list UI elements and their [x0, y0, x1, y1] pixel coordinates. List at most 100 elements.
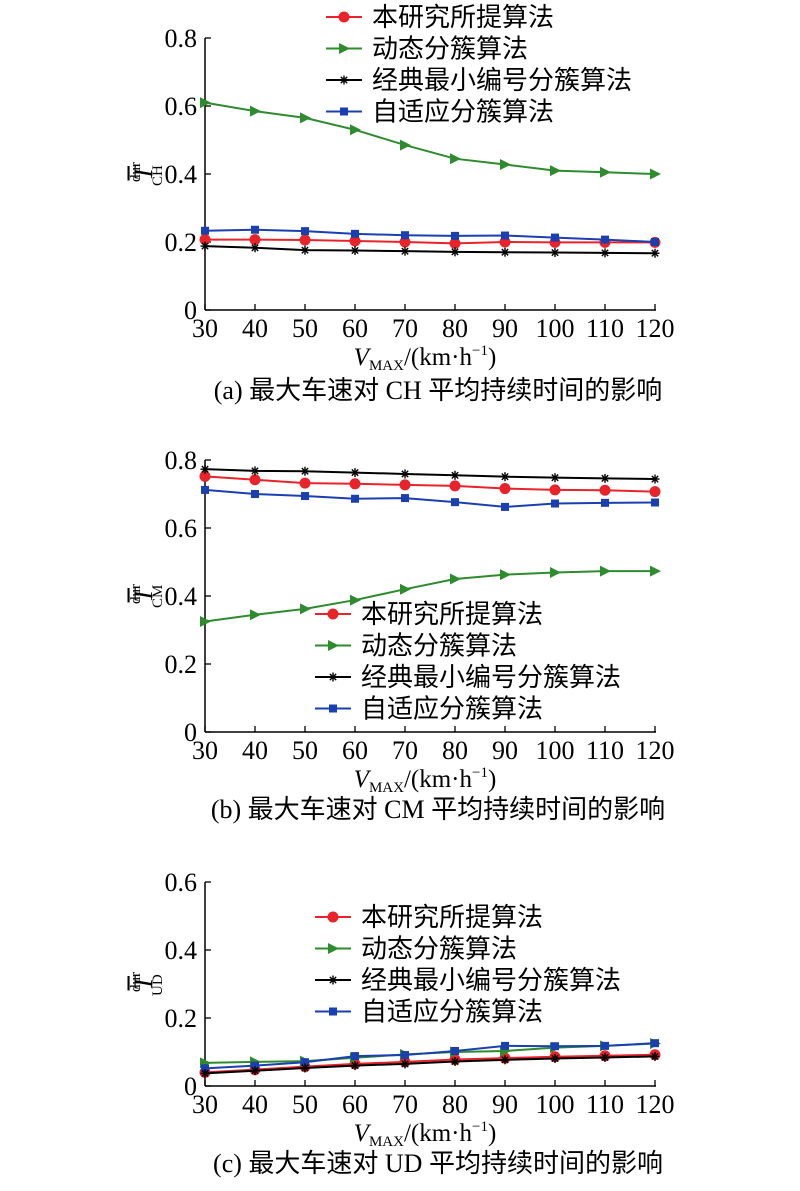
legend-marker: [329, 704, 337, 713]
legend-item: 本研究所提算法: [326, 3, 554, 32]
chart-panel-1: 0 0.2 0.4 0.6 0.8 30 40 50 60 70 80 90 100 110 120 VMAX…: [128, 446, 675, 824]
legend-label: 本研究所提算法: [372, 3, 554, 32]
y-tick-label: 0.4: [165, 936, 198, 965]
series-line: [204, 101, 656, 175]
data-point: [651, 238, 659, 246]
data-point: [201, 1064, 209, 1073]
data-point: [550, 567, 561, 579]
data-point: [300, 112, 311, 124]
series-line: [204, 228, 656, 243]
x-tick-label: 100: [536, 314, 575, 343]
legend-marker: [328, 640, 339, 651]
data-point: [551, 233, 559, 242]
figure-caption: (b) 最大车速对 CM 平均持续时间的影响: [211, 795, 665, 824]
series-3: [201, 1039, 659, 1073]
data-point: [550, 165, 561, 177]
data-point: [601, 498, 609, 507]
data-point: [200, 241, 210, 251]
data-point: [500, 472, 510, 482]
x-tick-label: 30: [192, 1090, 218, 1119]
series-line: [204, 488, 656, 508]
legend-item: 自适应分簇算法: [326, 98, 554, 127]
data-point: [301, 492, 309, 501]
series-2: [200, 241, 660, 258]
data-point: [450, 1057, 460, 1067]
legend-item: 自适应分簇算法: [315, 695, 543, 724]
legend-label: 动态分簇算法: [361, 632, 517, 661]
data-point: [400, 1059, 410, 1069]
data-point: [600, 1052, 610, 1062]
data-point: [351, 1052, 359, 1061]
legend-label: 经典最小编号分簇算法: [361, 663, 621, 692]
data-point: [300, 1063, 310, 1073]
data-point: [201, 485, 209, 494]
series-line: [204, 1053, 656, 1074]
y-tick-label: 0.6: [165, 868, 198, 897]
data-point: [350, 1061, 360, 1071]
data-point: [250, 243, 260, 253]
legend-label: 动态分簇算法: [372, 35, 528, 64]
legend-label: 经典最小编号分簇算法: [361, 966, 621, 995]
series-1: [200, 565, 661, 627]
data-point: [651, 498, 659, 507]
data-point: [600, 473, 610, 483]
x-tick-label: 120: [636, 1090, 675, 1119]
x-tick-label: 90: [492, 314, 518, 343]
x-axis-label: VMAX/(km·h−1): [354, 1119, 497, 1150]
data-point: [501, 502, 509, 511]
legend-marker: [340, 107, 348, 116]
data-point: [550, 473, 560, 483]
y-tick-label: 0: [184, 718, 197, 747]
series-line: [204, 570, 655, 623]
data-point: [351, 229, 359, 238]
data-point: [449, 480, 461, 492]
data-point: [651, 1039, 659, 1048]
x-tick-label: 40: [242, 1090, 268, 1119]
data-point: [401, 231, 409, 240]
data-point: [201, 226, 209, 235]
x-tick-label: 100: [536, 1090, 575, 1119]
y-tick-label: 0.4: [165, 582, 198, 611]
y-tick-label: 0.2: [165, 1004, 198, 1033]
data-point: [350, 594, 361, 606]
legend-item: 自适应分簇算法: [315, 998, 543, 1027]
data-point: [500, 247, 510, 257]
data-point: [450, 153, 461, 165]
data-point: [300, 603, 311, 615]
x-tick-label: 90: [492, 1090, 518, 1119]
data-point: [549, 484, 561, 496]
series-line: [204, 475, 656, 493]
legend-item: 经典最小编号分簇算法: [315, 966, 621, 995]
data-point: [200, 464, 210, 474]
series-0: [199, 234, 661, 249]
legend-marker: [338, 11, 350, 23]
data-point: [600, 166, 611, 178]
x-tick-label: 100: [536, 736, 575, 765]
y-tick-label: 0.8: [165, 446, 198, 475]
data-point: [550, 1053, 560, 1063]
data-point: [650, 474, 660, 484]
series-line: [204, 245, 656, 255]
x-tick-label: 90: [492, 736, 518, 765]
series-line: [204, 468, 656, 481]
data-point: [350, 468, 360, 478]
y-tick-label: 0: [184, 296, 197, 325]
legend-item: 本研究所提算法: [315, 600, 543, 629]
data-point: [451, 231, 459, 240]
x-tick-label: 30: [192, 736, 218, 765]
data-point: [249, 474, 261, 486]
data-point: [400, 583, 411, 595]
data-point: [601, 1041, 609, 1050]
legend-item: 动态分簇算法: [326, 35, 528, 64]
x-tick-label: 50: [292, 736, 318, 765]
legend-item: 本研究所提算法: [315, 903, 543, 932]
x-tick-label: 80: [442, 1090, 468, 1119]
data-point: [600, 248, 610, 258]
data-point: [250, 466, 260, 476]
legend-marker: [328, 943, 339, 954]
series-2: [200, 1051, 660, 1078]
data-point: [551, 499, 559, 508]
legend-label: 动态分簇算法: [361, 935, 517, 964]
legend-label: 自适应分簇算法: [361, 998, 543, 1027]
